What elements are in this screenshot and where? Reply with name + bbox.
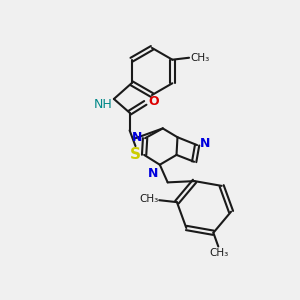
Text: S: S [130, 147, 141, 162]
Text: CH₃: CH₃ [139, 194, 158, 204]
Text: CH₃: CH₃ [190, 53, 209, 63]
Text: CH₃: CH₃ [210, 248, 229, 259]
Text: N: N [200, 136, 210, 150]
Text: N: N [148, 167, 158, 180]
Text: N: N [132, 131, 142, 144]
Text: O: O [148, 95, 159, 108]
Text: NH: NH [94, 98, 113, 111]
